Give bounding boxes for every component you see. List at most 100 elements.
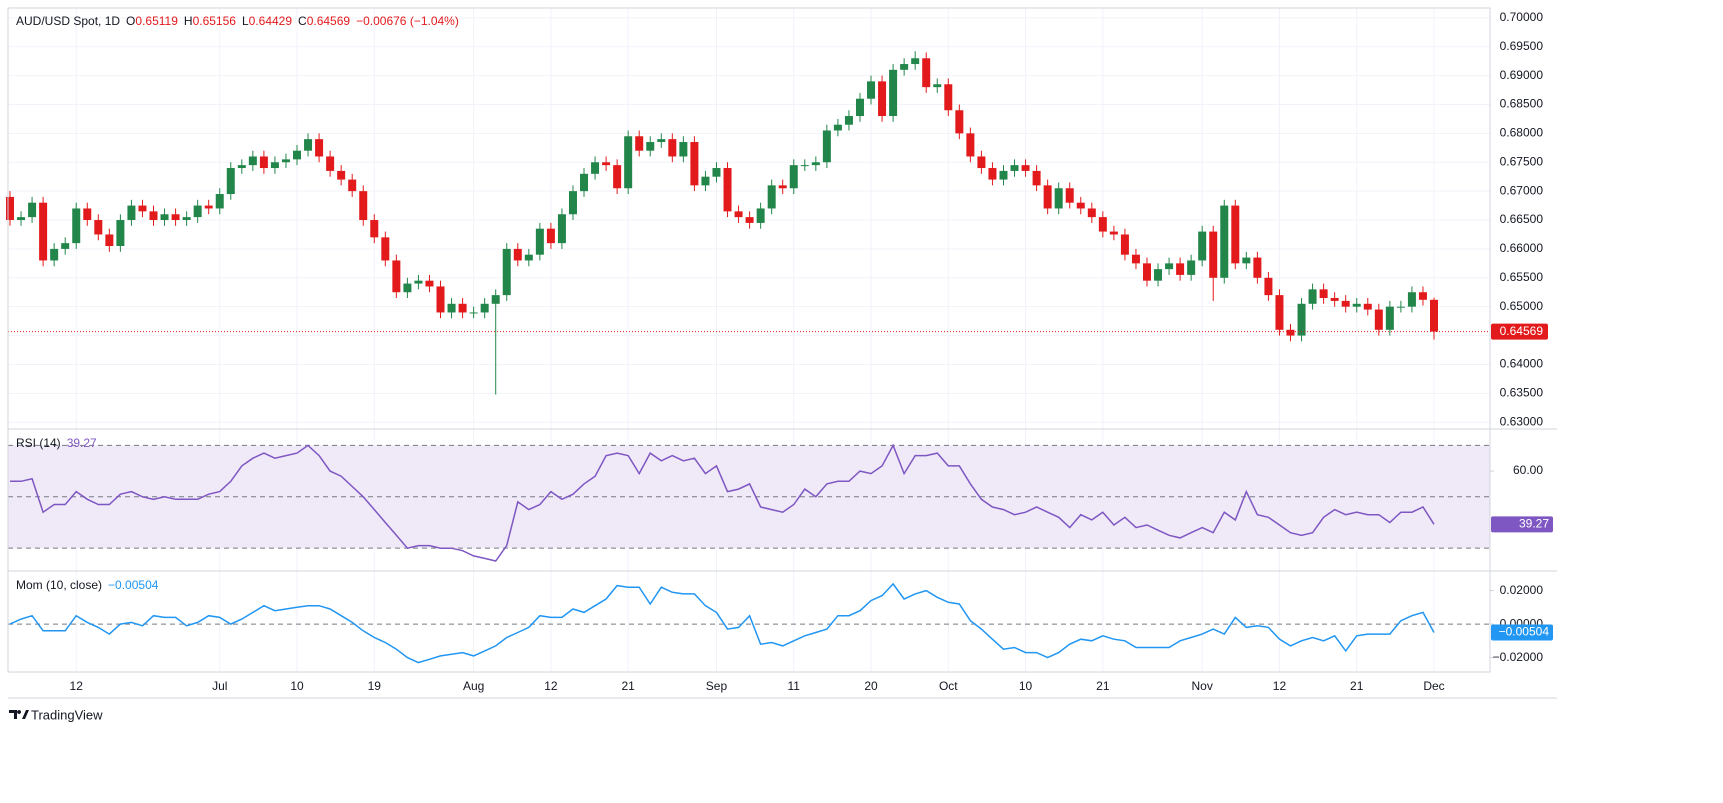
y-tick-label: 0.02000 — [1500, 583, 1544, 597]
candle-body — [1065, 188, 1074, 203]
candle-body — [1043, 185, 1052, 209]
candle-body — [602, 162, 611, 166]
candle-body — [337, 170, 346, 180]
candle-body — [1396, 306, 1405, 308]
candle-body — [425, 280, 434, 287]
candle-body — [359, 191, 368, 221]
indicator-line — [10, 443, 1435, 562]
x-tick-label: 10 — [1019, 679, 1033, 693]
y-tick-label: 0.65000 — [1500, 299, 1544, 313]
candle-body — [789, 165, 798, 189]
candle-body — [657, 139, 666, 143]
last-price-tag — [1491, 323, 1548, 340]
candle-body — [778, 185, 787, 189]
legend-text: AUD/USD Spot, 1D — [16, 14, 120, 28]
candle-body — [1198, 231, 1207, 261]
candle-body — [855, 98, 864, 117]
candle-body — [668, 139, 677, 157]
candle-body — [833, 124, 842, 131]
candle-body — [1286, 329, 1295, 336]
candle-body — [1142, 263, 1151, 281]
candle-body — [999, 170, 1008, 180]
candle-body — [171, 214, 180, 221]
y-tick-label: 0.68500 — [1500, 97, 1544, 111]
candle-body — [1231, 205, 1240, 264]
candle-body — [293, 150, 302, 160]
y-tick-label: 0.69500 — [1500, 39, 1544, 53]
value-tag-label: 39.27 — [1519, 517, 1549, 531]
candle-body — [370, 220, 379, 238]
candle-body — [756, 208, 765, 223]
candle-body — [1076, 202, 1085, 209]
candle-body — [1098, 217, 1107, 232]
candle-body — [635, 136, 644, 151]
candle-body — [1297, 303, 1306, 336]
x-tick-label: 11 — [788, 679, 801, 693]
candle-body — [304, 139, 313, 151]
candle-body — [414, 280, 423, 284]
candle-body — [458, 303, 467, 313]
candle-body — [1330, 298, 1339, 301]
x-tick-label: 12 — [1273, 679, 1287, 693]
indicator-title: Mom (10, close) — [16, 578, 102, 592]
candle-body — [1385, 306, 1394, 330]
candle-body — [1308, 289, 1317, 304]
candle-body — [116, 220, 125, 247]
candle-body — [723, 168, 732, 212]
candle-body — [204, 205, 213, 209]
x-tick-label: Nov — [1192, 679, 1213, 693]
candle-body — [1352, 303, 1361, 307]
candle-body — [613, 165, 622, 189]
legend-text: 0.64429 — [249, 14, 293, 28]
candle-body — [469, 312, 478, 314]
candle-body — [1319, 289, 1328, 299]
y-tick-label: 0.63000 — [1500, 414, 1544, 428]
x-tick-label: Aug — [463, 679, 484, 693]
candle-body — [624, 136, 633, 189]
y-tick-label: 60.00 — [1513, 463, 1543, 477]
candle-body — [226, 168, 235, 195]
y-tick-label: 0.67000 — [1500, 183, 1544, 197]
brand-logo — [9, 710, 29, 719]
candle-body — [679, 142, 688, 157]
candle-body — [889, 69, 898, 117]
candle-body — [270, 162, 279, 169]
legend-text: C — [298, 14, 307, 28]
candle-body — [1275, 295, 1284, 330]
candle-body — [977, 156, 986, 169]
candle-body — [767, 185, 776, 209]
value-tag — [1491, 624, 1553, 641]
candle-body — [1021, 165, 1030, 171]
candle-body — [1154, 269, 1163, 281]
y-tick-label: 0.66000 — [1500, 241, 1544, 255]
candle-body — [1120, 234, 1129, 255]
indicator-value: −0.00504 — [108, 578, 159, 592]
legend-text: 0.64569 — [307, 14, 351, 28]
candle-body — [94, 220, 103, 235]
candle-body — [127, 205, 136, 221]
candle-body — [237, 165, 246, 169]
last-price-label: 0.64569 — [1500, 324, 1544, 338]
x-tick-label: Sep — [706, 679, 728, 693]
x-tick-label: Jul — [212, 679, 227, 693]
legend-text: 0.65156 — [193, 14, 237, 28]
candle-body — [326, 156, 335, 171]
candle-body — [955, 110, 964, 134]
candle-body — [248, 156, 257, 166]
candle-body — [105, 234, 114, 247]
candle-body — [690, 142, 699, 186]
candle-body — [524, 254, 533, 261]
candle-body — [1220, 205, 1229, 278]
x-tick-label: 21 — [1350, 679, 1364, 693]
candle-body — [403, 283, 412, 293]
candle-body — [922, 58, 931, 88]
candle-body — [535, 228, 544, 255]
legend-text: O — [126, 14, 135, 28]
candle-body — [502, 248, 511, 296]
x-tick-label: 21 — [1096, 679, 1110, 693]
candle-body — [646, 142, 655, 151]
candle-body — [392, 260, 401, 293]
candle-body — [1363, 303, 1372, 310]
candle-body — [900, 64, 909, 70]
candle-body — [734, 211, 743, 218]
